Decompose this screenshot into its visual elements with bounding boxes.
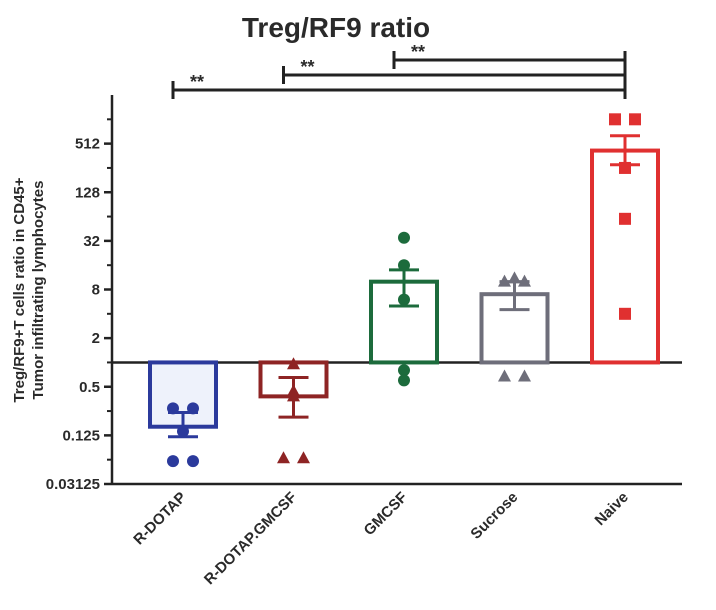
data-point-circle xyxy=(398,231,410,244)
data-point-triangle xyxy=(518,274,531,287)
data-point-triangle xyxy=(498,274,511,287)
y-axis-label: Treg/RF9+T cells ratio in CD45+ Tumor in… xyxy=(11,177,47,402)
data-point-triangle xyxy=(277,451,290,464)
data-point-square xyxy=(619,307,631,320)
significance-label: ** xyxy=(411,42,425,62)
data-points xyxy=(167,113,641,468)
data-point-triangle xyxy=(498,369,511,382)
x-category-label: R-DOTAP xyxy=(130,489,190,549)
data-point-circle xyxy=(167,402,179,415)
bar xyxy=(590,148,660,365)
x-category-label: Sucrose xyxy=(467,489,521,543)
x-category-label: Naive xyxy=(592,489,632,529)
y-tick-label: 512 xyxy=(75,136,100,153)
data-point-square xyxy=(619,161,631,174)
data-point-square xyxy=(629,113,641,126)
y-tick-label: 128 xyxy=(75,184,100,201)
data-point-circle xyxy=(167,455,179,468)
bar xyxy=(369,279,439,365)
data-point-triangle xyxy=(518,369,531,382)
data-point-triangle xyxy=(297,451,310,464)
y-tick-label: 32 xyxy=(83,233,100,250)
significance-label: ** xyxy=(300,57,314,77)
y-tick-label: 0.5 xyxy=(79,379,100,396)
significance-brackets: ** ** ** xyxy=(171,42,627,99)
data-point-triangle xyxy=(287,389,300,402)
significance-label: ** xyxy=(190,72,204,92)
y-tick-label: 0.125 xyxy=(62,427,100,444)
x-axis-labels: R-DOTAP R-DOTAP.GMCSF GMCSF Sucrose Naive xyxy=(130,489,632,588)
data-point-circle xyxy=(398,374,410,387)
data-point-triangle xyxy=(508,271,521,284)
y-tick-label: 8 xyxy=(92,282,100,299)
bars xyxy=(148,134,660,439)
data-point-triangle xyxy=(287,357,300,370)
data-point-circle xyxy=(398,259,410,272)
data-point-square xyxy=(609,113,621,126)
data-point-square xyxy=(619,212,631,225)
data-point-circle xyxy=(398,364,410,377)
axes: 0.03125 0.125 0.5 2 8 32 128 512 xyxy=(46,95,682,493)
chart-title: Treg/RF9 ratio xyxy=(242,12,430,43)
y-axis-label-line-2: Tumor infiltrating lymphocytes xyxy=(30,181,47,400)
y-axis-label-line-1: Treg/RF9+T cells ratio in CD45+ xyxy=(11,177,28,402)
x-category-label: GMCSF xyxy=(361,489,411,539)
x-category-label: R-DOTAP.GMCSF xyxy=(201,489,300,588)
data-point-circle xyxy=(398,293,410,306)
y-tick-label: 0.03125 xyxy=(46,476,100,493)
y-tick-label: 2 xyxy=(92,330,100,347)
data-point-circle xyxy=(177,425,189,438)
data-point-circle xyxy=(187,402,199,415)
data-point-circle xyxy=(187,455,199,468)
